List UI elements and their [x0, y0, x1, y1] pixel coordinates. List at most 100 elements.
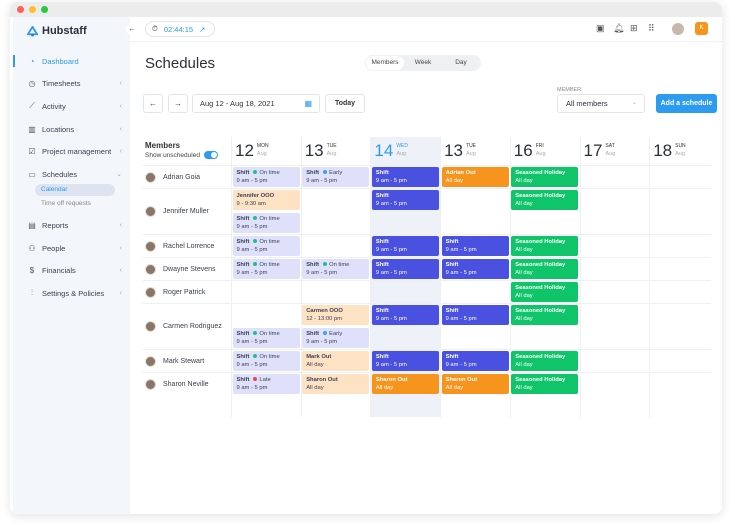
schedule-event-shift-light[interactable]: Shift On time 9 am - 5 pm	[232, 259, 300, 279]
schedule-event-holiday[interactable]: Seasoned Holiday All day	[511, 190, 579, 210]
schedule-event-shift-light[interactable]: Shift Late 9 am - 5 pm	[232, 374, 300, 394]
event-status: Early	[329, 331, 343, 337]
help-icon[interactable]: ▣	[596, 23, 605, 33]
sidebar-item-timesheets[interactable]: ◷ Timesheets ‹	[13, 73, 130, 93]
maximize-window-button[interactable]	[41, 6, 48, 13]
schedule-event-ooo[interactable]: Sharon Out All day	[302, 374, 370, 394]
member-name[interactable]: Dwayne Stevens	[145, 263, 216, 275]
sidebar-item-schedules[interactable]: ▭ Schedules ⌄	[13, 164, 130, 184]
event-title-line: Jennifer OOO	[237, 192, 296, 200]
apps-grid-icon[interactable]: ⠿	[648, 23, 655, 33]
schedule-event-shift-light[interactable]: Shift On time 9 am - 5 pm	[232, 213, 300, 233]
event-title: Sharon Out	[375, 377, 408, 383]
schedule-event-out[interactable]: Sharon Out All day	[441, 374, 509, 394]
event-title-line: Sharon Out	[376, 376, 435, 384]
schedule-event-shift-light[interactable]: Shift On time 9 am - 5 pm	[232, 351, 300, 371]
chevron-left-icon: ‹	[119, 125, 122, 133]
event-title-line: Shift On time	[306, 261, 365, 269]
sidebar-subitem-calendar[interactable]: Calendar	[35, 184, 115, 196]
schedule-event-holiday[interactable]: Seasoned Holiday All day	[511, 282, 579, 302]
event-title: Shift	[375, 308, 389, 314]
sidebar-item-activity[interactable]: ⟋ Activity ‹	[13, 96, 130, 116]
sidebar-item-locations[interactable]: ▥ Locations ‹	[13, 119, 130, 139]
sidebar-item-reports[interactable]: ▤ Reports ‹	[13, 215, 130, 235]
view-tabs: Members Week Day	[365, 55, 481, 71]
schedule-event-shift-light[interactable]: Shift Early 9 am - 5 pm	[302, 328, 370, 348]
schedule-event-shift-light[interactable]: Shift On time 9 am - 5 pm	[232, 167, 300, 187]
collapse-sidebar-button[interactable]: ←	[126, 23, 138, 35]
today-button[interactable]: Today	[325, 94, 365, 113]
schedule-event-shift-dark[interactable]: Shift 9 am - 5 pm	[441, 305, 509, 325]
schedule-event-shift-dark[interactable]: Shift 9 am - 5 pm	[371, 259, 439, 279]
event-time: All day	[445, 178, 463, 184]
previous-week-button[interactable]: ←	[143, 94, 163, 113]
open-arrow-icon[interactable]: ↗	[199, 24, 206, 34]
day-header: 13 TUE Aug	[301, 137, 371, 165]
sidebar-item-label: Schedules	[42, 169, 78, 179]
schedule-event-shift-light[interactable]: Shift On time 9 am - 5 pm	[302, 259, 370, 279]
event-time: 9 am - 5 pm	[375, 362, 407, 368]
schedule-event-shift-dark[interactable]: Shift 9 am - 5 pm	[441, 259, 509, 279]
schedule-event-shift-dark[interactable]: Shift 9 am - 5 pm	[441, 351, 509, 371]
close-window-button[interactable]	[17, 6, 24, 13]
schedule-event-shift-dark[interactable]: Shift 9 am - 5 pm	[371, 190, 439, 210]
date-range-picker[interactable]: Aug 12 - Aug 18, 2021 ▦	[192, 94, 320, 113]
schedule-event-shift-dark[interactable]: Shift 9 am - 5 pm	[371, 236, 439, 256]
bell-icon[interactable]: 🔔︎	[613, 23, 625, 33]
schedule-event-shift-dark[interactable]: Shift 9 am - 5 pm	[371, 305, 439, 325]
timer-widget[interactable]: ⏱ 02:44:15 ↗	[145, 21, 215, 37]
sidebar-item-people[interactable]: ⚇ People ‹	[13, 238, 130, 258]
schedule-event-shift-light[interactable]: Shift On time 9 am - 5 pm	[232, 236, 300, 256]
event-title: Jennifer OOO	[236, 193, 275, 199]
organization-badge[interactable]: K	[695, 22, 708, 35]
sidebar-item-settings-policies[interactable]: ⫶ Settings & Policies ‹	[13, 283, 130, 303]
tab-day[interactable]: Day	[455, 59, 467, 66]
member-name[interactable]: Jennifer Muller	[145, 206, 209, 217]
schedule-event-shift-dark[interactable]: Shift 9 am - 5 pm	[371, 167, 439, 187]
sidebar-item-financials[interactable]: $ Financials ‹	[13, 260, 130, 280]
schedule-event-ooo[interactable]: Carmen OOO 12 - 13:00 pm	[302, 305, 370, 325]
member-name[interactable]: Adrian Goia	[145, 171, 200, 183]
top-bar: ← ⏱ 02:44:15 ↗ ▣ 🔔︎ ⊞ ⠿ K	[126, 17, 722, 42]
schedule-event-holiday[interactable]: Seasoned Holiday All day	[511, 305, 579, 325]
user-avatar[interactable]	[672, 23, 684, 35]
schedule-event-out[interactable]: Sharon Out All day	[371, 374, 439, 394]
logo[interactable]: Hubstaff	[27, 25, 87, 37]
schedule-event-holiday[interactable]: Seasoned Holiday All day	[511, 374, 579, 394]
member-name[interactable]: Sharon Neville	[145, 378, 209, 390]
sidebar-item-project-management[interactable]: ☑ Project management ‹	[13, 141, 130, 161]
member-name[interactable]: Rachel Lorrence	[145, 240, 214, 252]
schedule-event-ooo[interactable]: Mark Out All day	[302, 351, 370, 371]
tab-week[interactable]: Week	[414, 59, 432, 66]
member-select[interactable]: All members ⌄	[557, 94, 645, 113]
schedule-event-shift-dark[interactable]: Shift 9 am - 5 pm	[441, 236, 509, 256]
schedule-event-shift-light[interactable]: Shift On time 9 am - 5 pm	[232, 328, 300, 348]
member-name[interactable]: Carmen Rodriguez	[145, 321, 222, 332]
schedule-event-holiday[interactable]: Seasoned Holiday All day	[511, 236, 579, 256]
sidebar-item-dashboard[interactable]: ◔ Dashboard	[13, 51, 130, 71]
add-schedule-button[interactable]: Add a schedule	[656, 94, 717, 113]
member-name[interactable]: Mark Stewart	[145, 355, 204, 367]
event-title: Shift	[375, 262, 389, 268]
minimize-window-button[interactable]	[29, 6, 36, 13]
tab-members[interactable]: Members	[366, 56, 404, 70]
event-title: Seasoned Holiday	[515, 308, 566, 314]
schedule-event-shift-light[interactable]: Shift Early 9 am - 5 pm	[302, 167, 370, 187]
status-dot-icon	[253, 216, 258, 221]
schedule-event-holiday[interactable]: Seasoned Holiday All day	[511, 351, 579, 371]
schedule-event-holiday[interactable]: Seasoned Holiday All day	[511, 259, 579, 279]
event-title: Seasoned Holiday	[515, 285, 566, 291]
calendar-icon: ▦	[304, 99, 312, 108]
next-week-button[interactable]: →	[168, 94, 188, 113]
show-unscheduled-toggle[interactable]	[203, 151, 218, 159]
event-time: All day	[515, 385, 533, 391]
gift-icon[interactable]: ⊞	[630, 23, 638, 33]
day-month: Aug	[535, 151, 546, 157]
member-name[interactable]: Roger Patrick	[145, 286, 205, 298]
schedule-event-holiday[interactable]: Seasoned Holiday All day	[511, 167, 579, 187]
sidebar-subitem-time-off-requests[interactable]: Time off requests	[41, 200, 91, 207]
schedule-event-shift-dark[interactable]: Shift 9 am - 5 pm	[371, 351, 439, 371]
schedule-event-out[interactable]: Adrian Out All day	[441, 167, 509, 187]
members-header: Members Show unscheduled	[145, 141, 218, 159]
schedule-event-ooo[interactable]: Jennifer OOO 9 - 9:30 am	[232, 190, 300, 210]
